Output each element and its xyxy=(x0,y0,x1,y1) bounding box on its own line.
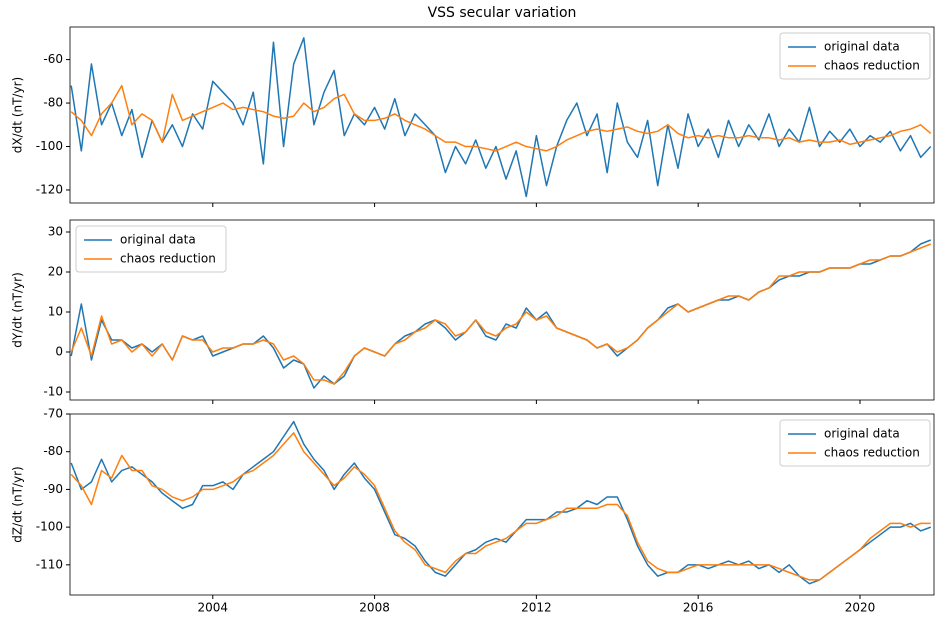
legend-label: chaos reduction xyxy=(824,446,920,460)
x-tick-label: 2004 xyxy=(198,601,229,615)
series-line xyxy=(70,37,932,198)
y-axis-label: dY/dt (nT/yr) xyxy=(11,272,25,348)
y-axis-label: dZ/dt (nT/yr) xyxy=(11,466,25,542)
plot-frame xyxy=(69,219,935,401)
legend-label: original data xyxy=(120,233,196,247)
y-tick-label: -100 xyxy=(36,139,63,153)
chart-title: VSS secular variation xyxy=(428,5,577,21)
plot-area xyxy=(70,37,932,198)
series-line xyxy=(70,243,932,385)
x-tick-label: 2016 xyxy=(683,601,714,615)
legend-label: chaos reduction xyxy=(824,59,920,73)
y-tick-label: 0 xyxy=(55,345,63,359)
y-tick-label: -70 xyxy=(43,407,63,421)
plot-area xyxy=(70,420,932,585)
y-tick-label: -80 xyxy=(43,444,63,458)
legend-box xyxy=(75,225,227,273)
legend-label: chaos reduction xyxy=(120,252,216,266)
plot-area xyxy=(70,239,932,389)
y-tick-label: 20 xyxy=(48,265,63,279)
x-tick-label: 2008 xyxy=(359,601,390,615)
y-tick-label: -60 xyxy=(43,52,63,66)
y-tick-label: -90 xyxy=(43,482,63,496)
y-axis-label: dX/dt (nT/yr) xyxy=(11,77,25,153)
y-tick-label: -100 xyxy=(36,520,63,534)
x-tick-label: 2012 xyxy=(521,601,552,615)
y-tick-label: -80 xyxy=(43,96,63,110)
plot-frame xyxy=(69,413,935,596)
y-tick-label: -110 xyxy=(36,557,63,571)
plot-frame xyxy=(69,26,935,204)
series-line xyxy=(70,84,932,152)
y-tick-label: 10 xyxy=(48,305,63,319)
x-tick-label: 2020 xyxy=(845,601,876,615)
y-tick-label: -120 xyxy=(36,182,63,196)
legend-label: original data xyxy=(824,427,900,441)
y-tick-label: -10 xyxy=(43,385,63,399)
legend-label: original data xyxy=(824,40,900,54)
legend-box xyxy=(779,419,931,467)
legend-box xyxy=(779,32,931,80)
y-tick-label: 30 xyxy=(48,225,63,239)
series-line xyxy=(70,432,931,581)
